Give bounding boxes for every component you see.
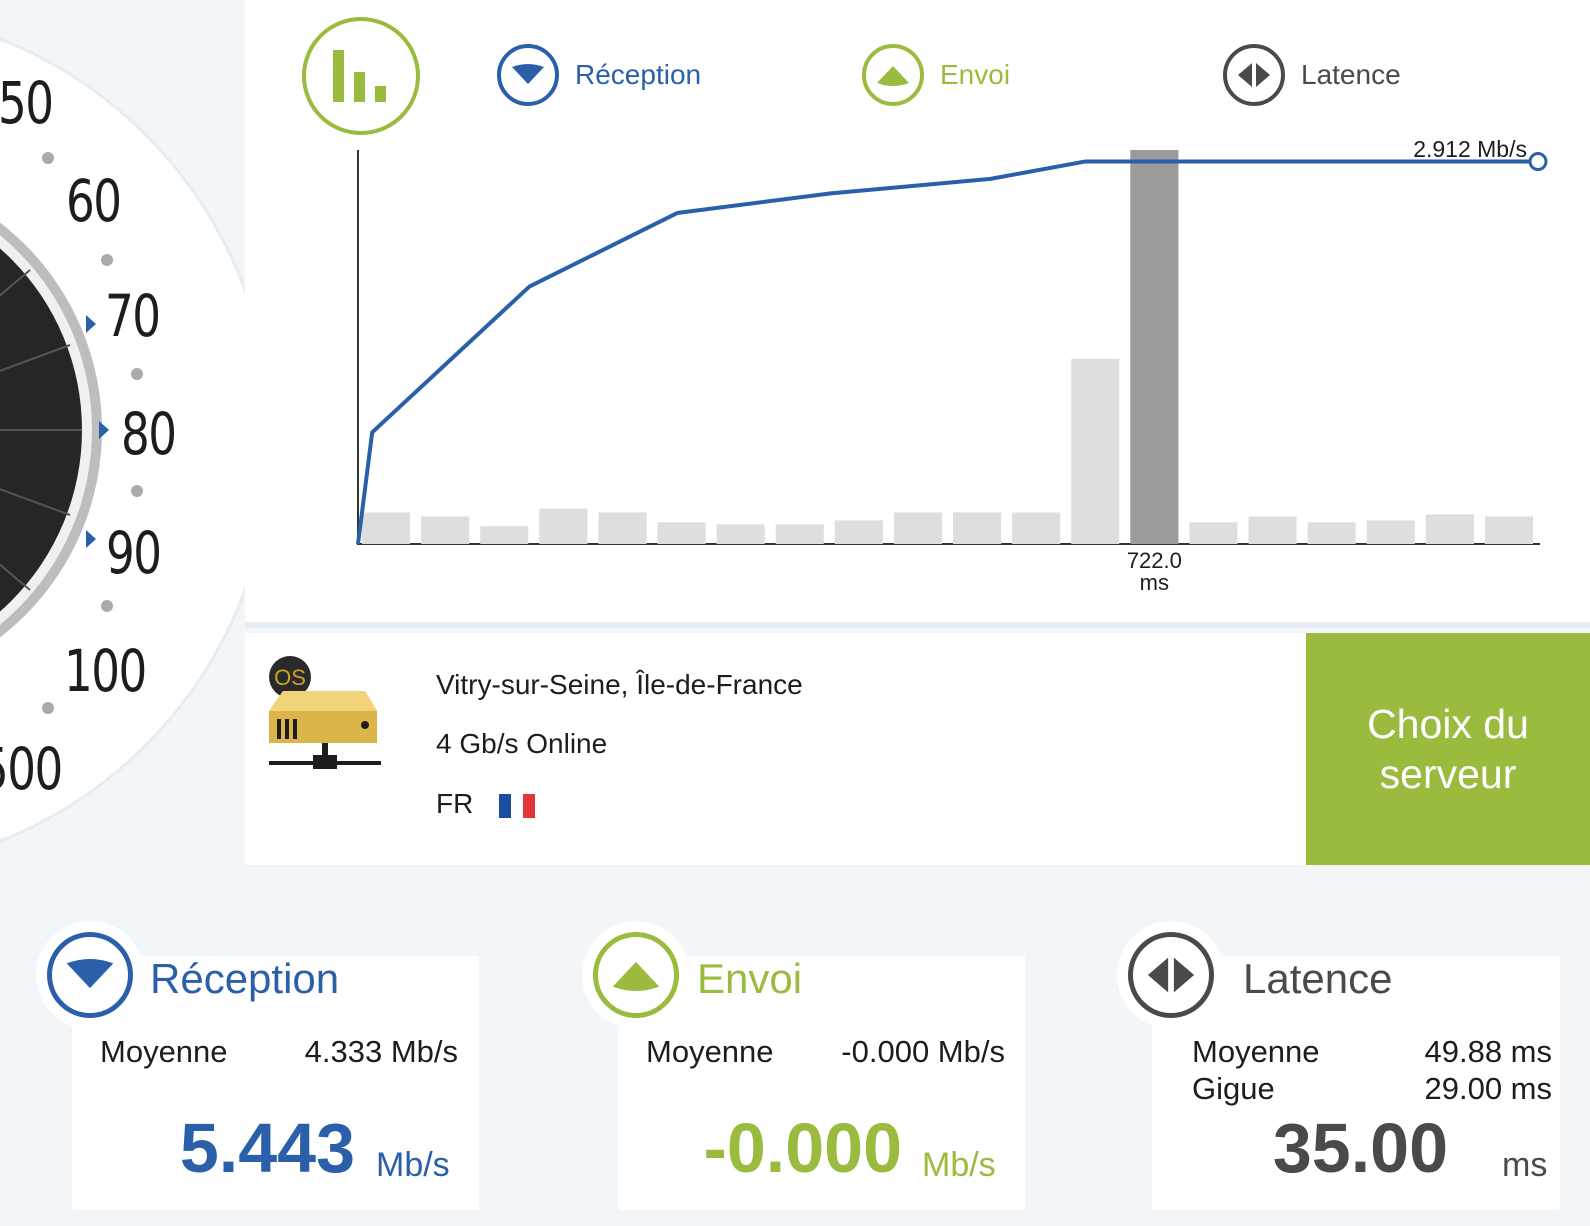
gauge-dot <box>101 600 113 612</box>
latency-bar <box>1248 516 1297 544</box>
server-icon: OS <box>269 656 381 769</box>
gauge-marker <box>86 530 96 548</box>
server-country: FR <box>436 788 474 819</box>
triangle-down-icon <box>47 932 133 1018</box>
reception-series-line <box>356 159 1540 545</box>
reception-current-value: 5.443 <box>179 1109 355 1187</box>
server-panel: OS Vitry-sur-Seine, Île-de-France 4 Gb/s… <box>245 633 1590 865</box>
reception-badge <box>36 921 144 1029</box>
gauge-label-80: 80 <box>121 400 177 468</box>
envoi-avg-label: Moyenne <box>646 1034 774 1069</box>
choose-server-button[interactable]: Choix du serveur <box>1306 633 1590 865</box>
series-end-point <box>1528 152 1548 172</box>
legend-latence[interactable]: Latence <box>1223 40 1401 110</box>
triangle-up-icon <box>862 44 924 106</box>
reception-unit: Mb/s <box>376 1146 450 1184</box>
latency-bar <box>1189 522 1238 544</box>
flag-fr-icon <box>499 794 535 818</box>
left-right-icon <box>1128 932 1214 1018</box>
gauge-dot <box>42 702 54 714</box>
left-right-icon <box>1223 44 1285 106</box>
triangle-up-icon <box>593 932 679 1018</box>
latence-jitter-label: Gigue <box>1192 1071 1275 1106</box>
gauge-label-100: 100 <box>64 637 147 705</box>
latency-bar <box>1071 358 1120 544</box>
gauge-dot <box>42 152 54 164</box>
gauge-label-70: 70 <box>105 282 161 350</box>
latency-bar <box>716 524 765 544</box>
envoi-title: Envoi <box>697 955 803 1002</box>
gauge-marker <box>86 315 96 333</box>
latence-badge <box>1117 921 1225 1029</box>
latence-unit: ms <box>1502 1146 1548 1184</box>
latency-bar <box>953 512 1002 544</box>
latency-bar <box>775 524 824 544</box>
gauge-label-500: 500 <box>0 735 63 803</box>
gauge-label-90: 90 <box>106 519 162 587</box>
latency-bar <box>1484 516 1533 544</box>
envoi-current-value: -0.000 <box>703 1109 902 1187</box>
gauge-dot <box>131 368 143 380</box>
last-value-label: 2.912 Mb/s <box>1413 136 1527 162</box>
reception-avg-label: Moyenne <box>100 1034 228 1069</box>
chart-panel: Réception Envoi Latence 2.912 Mb/s 722.0… <box>245 0 1590 628</box>
gauge-dot <box>131 485 143 497</box>
active-bar-unit: ms <box>1140 570 1169 595</box>
latence-current-value: 35.00 <box>1272 1109 1448 1187</box>
gauge-label-60: 60 <box>66 167 122 235</box>
latency-bar <box>834 520 883 544</box>
gauge-dot <box>101 254 113 266</box>
envoi-unit: Mb/s <box>922 1146 996 1184</box>
gauge-label-50: 50 <box>0 69 54 137</box>
latency-bar <box>657 522 706 544</box>
latence-title: Latence <box>1243 955 1393 1002</box>
latency-bar <box>598 512 647 544</box>
latency-bar <box>421 516 470 544</box>
envoi-avg-value: -0.000 Mb/s <box>841 1034 1005 1069</box>
gauge-face <box>0 37 274 843</box>
speed-gauge: 50 60 70 80 90 100 500 <box>0 0 300 880</box>
triangle-down-icon <box>497 44 559 106</box>
latency-bars <box>362 150 1533 544</box>
latence-avg-label: Moyenne <box>1192 1034 1320 1069</box>
latency-bar <box>539 508 588 544</box>
server-badge-text: OS <box>274 665 306 690</box>
legend-latence-label: Latence <box>1301 59 1401 90</box>
envoi-card <box>618 956 1025 1210</box>
latency-bar <box>1307 522 1356 544</box>
choose-server-label-line2: serveur <box>1379 751 1517 797</box>
latence-jitter-value: 29.00 ms <box>1424 1071 1552 1106</box>
latency-bar <box>1366 520 1415 544</box>
legend-reception[interactable]: Réception <box>497 40 701 110</box>
latency-bar <box>893 512 942 544</box>
chart-toggle-button[interactable] <box>302 17 420 135</box>
reception-card <box>72 956 479 1210</box>
bar-chart-icon <box>333 50 386 102</box>
latence-card <box>1152 956 1560 1210</box>
server-location: Vitry-sur-Seine, Île-de-France <box>436 669 803 700</box>
gauge-marker <box>99 421 109 439</box>
latency-bar <box>480 526 529 544</box>
latency-bar-active <box>1130 150 1179 544</box>
latency-bar <box>1012 512 1061 544</box>
legend-reception-label: Réception <box>575 59 702 90</box>
latence-avg-value: 49.88 ms <box>1424 1034 1552 1069</box>
reception-avg-value: 4.333 Mb/s <box>304 1034 458 1069</box>
latency-bar <box>1425 514 1474 544</box>
latency-bar <box>362 512 411 544</box>
legend-envoi-label: Envoi <box>940 59 1011 90</box>
reception-title: Réception <box>150 955 340 1002</box>
choose-server-label-line1: Choix du <box>1367 701 1529 747</box>
speed-chart: 2.912 Mb/s 722.0 ms <box>356 136 1548 595</box>
server-provider: 4 Gb/s Online <box>436 728 608 759</box>
active-bar-value: 722.0 <box>1127 548 1182 573</box>
legend-envoi[interactable]: Envoi <box>862 40 1010 110</box>
envoi-badge <box>582 921 690 1029</box>
